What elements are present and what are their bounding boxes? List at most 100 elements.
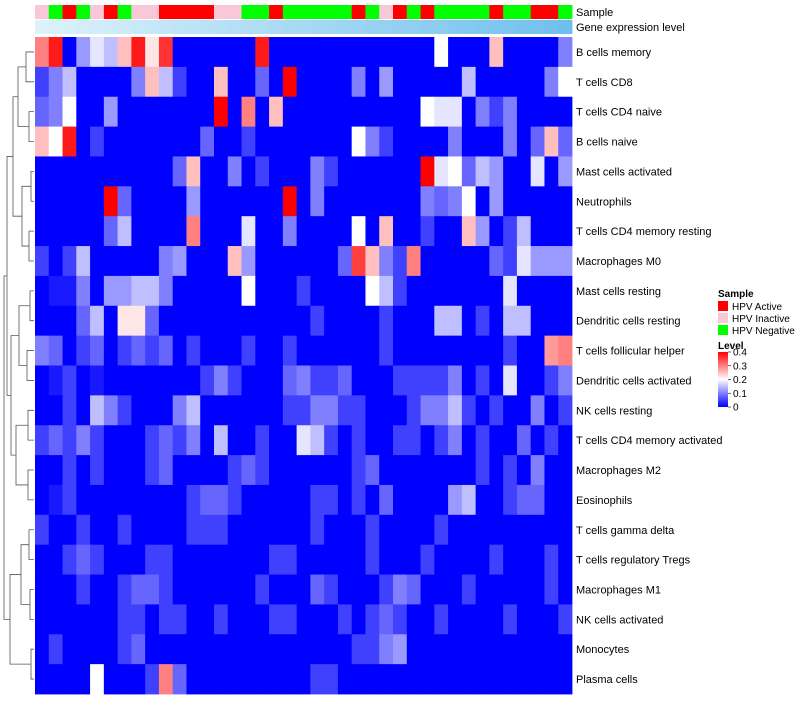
heatmap-cell xyxy=(310,186,325,217)
heatmap-cell xyxy=(337,37,353,68)
heatmap-cell xyxy=(90,305,105,337)
heatmap-cell xyxy=(145,425,160,456)
heatmap-cell xyxy=(530,37,545,68)
sample-anno-cell xyxy=(324,5,339,19)
heatmap-cell xyxy=(393,634,408,665)
heatmap-cell xyxy=(255,455,270,486)
heatmap-cell xyxy=(379,574,394,605)
heatmap-cell xyxy=(544,126,559,157)
heatmap-cell xyxy=(503,305,518,337)
heatmap-cell xyxy=(186,604,201,635)
heatmap-cell xyxy=(172,126,187,157)
heatmap-cell xyxy=(558,574,573,605)
heatmap-cell xyxy=(117,335,132,366)
heatmap-cell xyxy=(461,66,477,98)
heatmap-cell xyxy=(76,246,91,277)
heatmap-cell xyxy=(145,66,160,98)
heatmap-cell xyxy=(62,96,77,127)
dendrogram-branch xyxy=(25,51,34,83)
heatmap-cell xyxy=(172,335,187,366)
dendrogram-branch xyxy=(17,66,29,127)
heatmap-cell xyxy=(227,37,242,68)
heatmap-cell xyxy=(337,126,353,157)
heatmap-cell xyxy=(310,66,325,98)
heatmap-cell xyxy=(227,126,242,157)
heatmap-cell xyxy=(158,484,174,516)
heatmap-cell xyxy=(76,514,91,546)
expr-anno-cell xyxy=(310,20,325,34)
heatmap-cell xyxy=(269,514,284,546)
heatmap-cell xyxy=(530,574,545,605)
heatmap-cell xyxy=(62,66,77,98)
sample-anno-cell xyxy=(90,5,105,19)
heatmap-cell xyxy=(200,544,215,575)
heatmap-cell xyxy=(420,96,435,127)
expr-anno-cell xyxy=(76,20,91,34)
heatmap-cell xyxy=(406,126,421,157)
heatmap-cell xyxy=(448,275,463,307)
heatmap-cell xyxy=(255,37,270,68)
heatmap-cell xyxy=(76,186,91,217)
heatmap-cell xyxy=(461,604,477,635)
heatmap-cell xyxy=(241,544,256,575)
heatmap-cell xyxy=(145,455,160,486)
expr-anno-cell xyxy=(227,20,242,34)
heatmap-cell xyxy=(227,96,242,127)
heatmap-cell xyxy=(90,455,105,486)
heatmap-cell xyxy=(90,126,105,157)
heatmap-cell xyxy=(379,275,394,307)
expr-anno-cell xyxy=(200,20,215,34)
heatmap-cell xyxy=(117,514,132,546)
heatmap-cell xyxy=(379,604,394,635)
heatmap-cell xyxy=(365,634,380,665)
heatmap-cell xyxy=(296,186,311,217)
heatmap-cell xyxy=(103,574,119,605)
expr-anno-cell xyxy=(337,20,353,34)
heatmap-cell xyxy=(103,156,119,187)
heatmap-cell xyxy=(214,246,229,277)
row-labels: B cells memory T cells CD8 T cells CD4 nai… xyxy=(576,47,723,686)
heatmap-cell xyxy=(35,425,50,456)
heatmap-cell xyxy=(558,544,573,575)
heatmap-cell xyxy=(310,365,325,396)
heatmap-cell xyxy=(489,514,504,546)
heatmap-cell xyxy=(296,37,311,68)
heatmap-cell xyxy=(558,305,573,337)
heatmap-cell xyxy=(503,514,518,546)
heatmap-cell xyxy=(296,604,311,635)
heatmap-cell xyxy=(461,305,477,337)
sample-anno-cell xyxy=(48,5,63,19)
heatmap-cell xyxy=(351,96,366,127)
heatmap-cell xyxy=(351,574,366,605)
heatmap-cell xyxy=(434,455,449,486)
heatmap-cell xyxy=(434,634,449,665)
heatmap-cell xyxy=(393,305,408,337)
heatmap-cell xyxy=(530,216,545,247)
heatmap-cell xyxy=(448,604,463,635)
heatmap-cell xyxy=(172,246,187,277)
heatmap-cell xyxy=(186,455,201,486)
heatmap-cell xyxy=(365,37,380,68)
heatmap-cell xyxy=(282,186,298,217)
dendrogram-branch xyxy=(27,469,34,501)
heatmap-cell xyxy=(145,37,160,68)
heatmap-cell xyxy=(200,484,215,516)
heatmap-cell xyxy=(558,126,573,157)
heatmap-cell xyxy=(406,246,421,277)
heatmap-cell xyxy=(227,455,242,486)
heatmap-cell xyxy=(296,574,311,605)
heatmap-cell xyxy=(351,514,366,546)
heatmap-cell xyxy=(186,246,201,277)
heatmap-cell xyxy=(337,186,353,217)
heatmap-cell xyxy=(62,365,77,396)
heatmap-cell xyxy=(420,514,435,546)
heatmap-cell xyxy=(282,484,298,516)
heatmap-cell xyxy=(103,305,119,337)
heatmap-cell xyxy=(158,96,174,127)
heatmap-cell xyxy=(48,544,63,575)
sample-anno-cell xyxy=(214,5,229,19)
heatmap-cell xyxy=(90,96,105,127)
heatmap-cell xyxy=(406,484,421,516)
heatmap-cell xyxy=(434,664,449,695)
